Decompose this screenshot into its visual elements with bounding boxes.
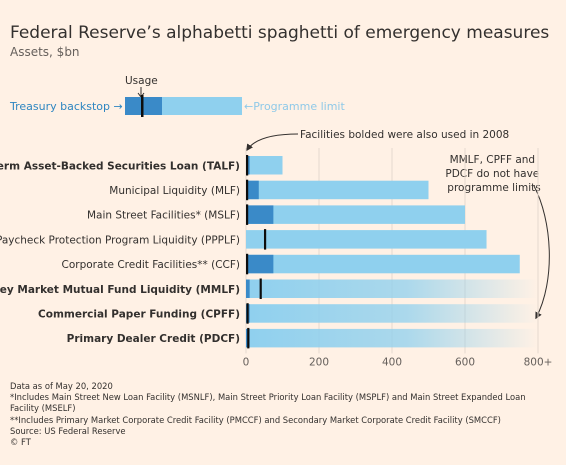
key-usage-mark: [141, 95, 144, 117]
programme-limit-bar: [246, 156, 283, 175]
no-limit-note-line-1: MMLF, CPFF and: [450, 154, 536, 166]
key-limit-label: ←Programme limit: [244, 100, 345, 113]
bars: [246, 155, 538, 349]
treasury-backstop-bar: [246, 180, 259, 200]
x-tick-label: 600: [455, 356, 475, 368]
bolded-note-arrow: [246, 133, 299, 152]
footer-source: Source: US Federal Reserve: [10, 425, 126, 436]
x-tick-label: 200: [309, 356, 329, 368]
no-limit-note: MMLF, CPFF and PDCF do not have programm…: [445, 154, 542, 194]
no-limit-bar: [246, 279, 538, 298]
footer-date: Data as of May 20, 2020: [10, 381, 113, 391]
no-limit-note-line-2: PDCF do not have: [445, 168, 539, 180]
bolded-note: Facilities bolded were also used in 2008: [300, 129, 509, 141]
usage-mark: [246, 155, 249, 176]
programme-limit-bar: [246, 205, 465, 224]
x-tick-label: 400: [382, 356, 402, 368]
programme-limit-bar: [246, 254, 520, 274]
category-label: Commercial Paper Funding (CPFF): [38, 308, 240, 320]
category-label: Term Asset-Backed Securities Loan (TALF): [0, 160, 240, 172]
no-limit-bar: [246, 304, 538, 323]
footer-note-2: **Includes Primary Market Corporate Cred…: [10, 414, 501, 425]
footer-copyright: © FT: [10, 437, 31, 448]
usage-mark: [246, 303, 249, 324]
programme-limit-bar: [246, 180, 429, 200]
category-label: Corporate Credit Facilities** (CCF): [62, 259, 240, 271]
usage-mark: [263, 229, 267, 250]
footer-note-1: *Includes Main Street New Loan Facility …: [10, 392, 526, 414]
usage-mark: [246, 179, 249, 201]
category-label: Paycheck Protection Program Liquidity (P…: [0, 234, 240, 246]
category-label: Main Street Facilities* (MSLF): [87, 210, 240, 222]
usage-mark: [259, 278, 262, 299]
no-limit-note-line-3: programme limits: [447, 182, 540, 194]
usage-mark: [246, 253, 249, 275]
no-limit-note-arrow: [533, 185, 550, 320]
chart-canvas: Federal Reserve’s alphabetti spaghetti o…: [0, 23, 553, 368]
treasury-backstop-bar: [246, 279, 250, 298]
x-tick-label: 800+: [524, 356, 553, 368]
usage-mark: [246, 204, 249, 225]
category-label: Money Market Mutual Fund Liquidity (MMLF…: [0, 284, 240, 296]
no-limit-bar: [246, 328, 538, 348]
x-axis-ticks: 0 200 400 600 800+: [243, 356, 553, 368]
treasury-backstop-bar: [246, 254, 274, 274]
x-tick-label: 0: [243, 356, 250, 368]
category-label: Primary Dealer Credit (PDCF): [67, 333, 240, 345]
programme-limit-bar: [246, 230, 487, 249]
treasury-backstop-bar: [246, 205, 274, 224]
usage-mark: [247, 327, 250, 349]
key-backstop-label: Treasury backstop →: [9, 100, 123, 113]
key: Usage Treasury backstop → ←Programme lim…: [9, 75, 345, 117]
key-usage-label: Usage: [125, 75, 158, 87]
category-label: Municipal Liquidity (MLF): [109, 185, 240, 197]
chart-title: Federal Reserve’s alphabetti spaghetti o…: [10, 23, 549, 43]
category-labels: Term Asset-Backed Securities Loan (TALF)…: [0, 160, 240, 345]
chart-subtitle: Assets, $bn: [10, 45, 80, 59]
footer: Data as of May 20, 2020 *Includes Main S…: [10, 381, 556, 448]
